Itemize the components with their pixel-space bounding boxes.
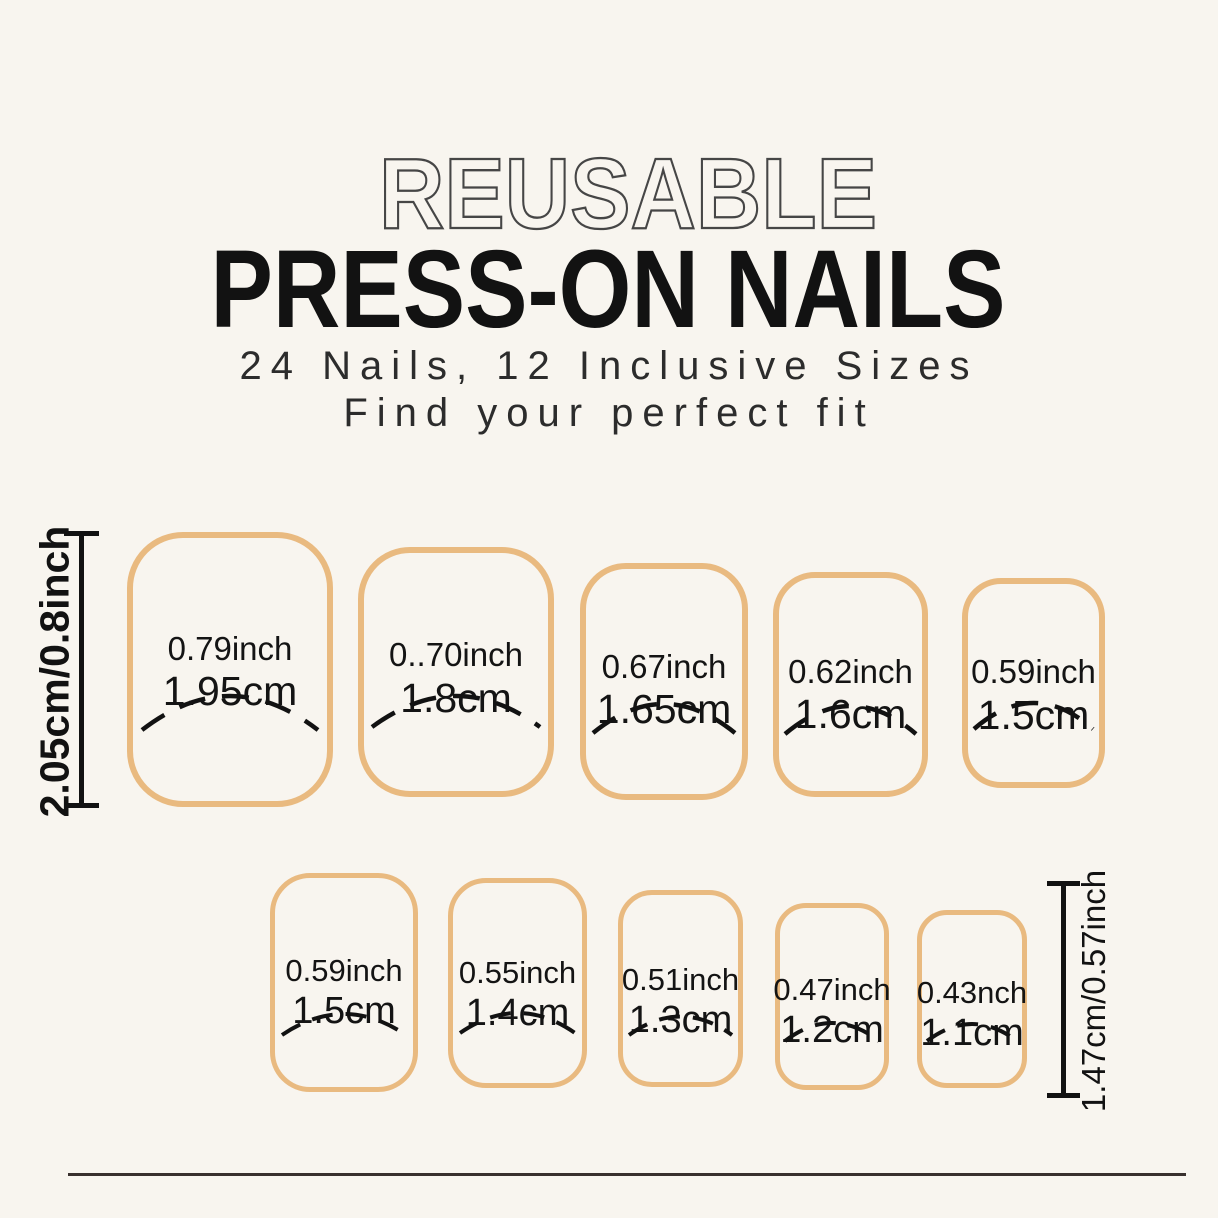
smile-line xyxy=(972,700,1095,731)
nail-row1-size2: 0..70inch 1.8cm xyxy=(358,547,554,797)
smile-line xyxy=(140,693,320,732)
smile-line xyxy=(370,693,542,729)
nail-cm-label: 1.2cm xyxy=(780,1008,884,1051)
nail-inch-label: 0.62inch xyxy=(788,652,913,690)
right-ruler-line xyxy=(1061,881,1066,1098)
nail-inch-label: 0..70inch xyxy=(389,636,523,674)
subtitle-count: 24 Nails, 12 Inclusive Sizes xyxy=(239,344,979,388)
nail-label: 0.43nch 1.1cm xyxy=(882,975,1062,1055)
right-ruler-label: 1.47cm/0.57inch xyxy=(1075,869,1112,1113)
nail-row2-size3: 0.51inch 1.3cm xyxy=(618,890,743,1087)
right-ruler xyxy=(1047,881,1080,1098)
nail-inch-label: 0.59inch xyxy=(971,653,1096,691)
nail-row2-size4: 0.47inch 1.2cm xyxy=(773,903,891,1090)
nail-inch-label: 0.51inch xyxy=(621,962,740,998)
nail-cm-label: 1.5cm xyxy=(292,990,396,1033)
title-block: REUSABLE PRESS-ON NAILS xyxy=(211,137,1006,340)
smile-line xyxy=(783,703,918,736)
nail-label: 0.67inch 1.65cm xyxy=(546,648,782,734)
nail-row2-size1: 0.59inch 1.5cm xyxy=(270,873,418,1092)
left-ruler-label: 2.05cm/0.8inch xyxy=(31,525,78,818)
nail-label: 0.55inch 1.4cm xyxy=(413,955,622,1035)
smile-line xyxy=(783,1021,881,1043)
smile-line xyxy=(280,1012,408,1037)
nail-cm-label: 1.4cm xyxy=(465,991,570,1034)
left-ruler xyxy=(64,531,99,808)
nail-inch-label: 0.43nch xyxy=(916,975,1028,1011)
nail-row1-size3: 0.67inch 1.65cm xyxy=(580,563,748,800)
nail-row1-size4: 0.62inch 1.6cm xyxy=(773,572,928,797)
nail-cm-label: 1.3cm xyxy=(628,999,733,1042)
nail-inch-label: 0.79inch xyxy=(167,630,293,668)
left-ruler-line xyxy=(79,531,84,808)
subtitle-tagline: Find your perfect fit xyxy=(343,391,875,435)
nail-label: 0.62inch 1.6cm xyxy=(739,653,962,739)
nail-label: 0..70inch 1.8cm xyxy=(324,636,588,722)
bottom-divider-line xyxy=(68,1173,1186,1176)
nail-row1-size5: 0.59inch 1.5cm xyxy=(962,578,1105,788)
nail-cm-label: 1.65cm xyxy=(596,686,732,733)
left-ruler-bottom-cap xyxy=(64,803,99,808)
smile-line xyxy=(591,701,737,735)
nail-row1-size1: 0.79inch 1.95cm xyxy=(127,532,333,807)
title-main-text: PRESS-ON NAILS xyxy=(211,228,1006,340)
smile-line xyxy=(925,1022,1019,1043)
nail-inch-label: 0.67inch xyxy=(601,647,727,685)
nail-label: 0.47inch 1.2cm xyxy=(740,972,924,1052)
nail-label: 0.51inch 1.3cm xyxy=(583,962,778,1042)
nail-inch-label: 0.47inch xyxy=(773,971,891,1007)
smile-line xyxy=(458,1011,577,1035)
nail-label: 0.59inch 1.5cm xyxy=(235,953,453,1033)
nail-inch-label: 0.55inch xyxy=(458,955,577,990)
nail-row2-size2: 0.55inch 1.4cm xyxy=(448,878,587,1088)
nail-inch-label: 0.59inch xyxy=(285,953,403,989)
nail-row2-size5: 0.43nch 1.1cm xyxy=(917,910,1027,1088)
title-outline-text: REUSABLE xyxy=(379,138,877,250)
right-ruler-bottom-cap xyxy=(1047,1093,1080,1098)
smile-line xyxy=(627,1014,734,1037)
